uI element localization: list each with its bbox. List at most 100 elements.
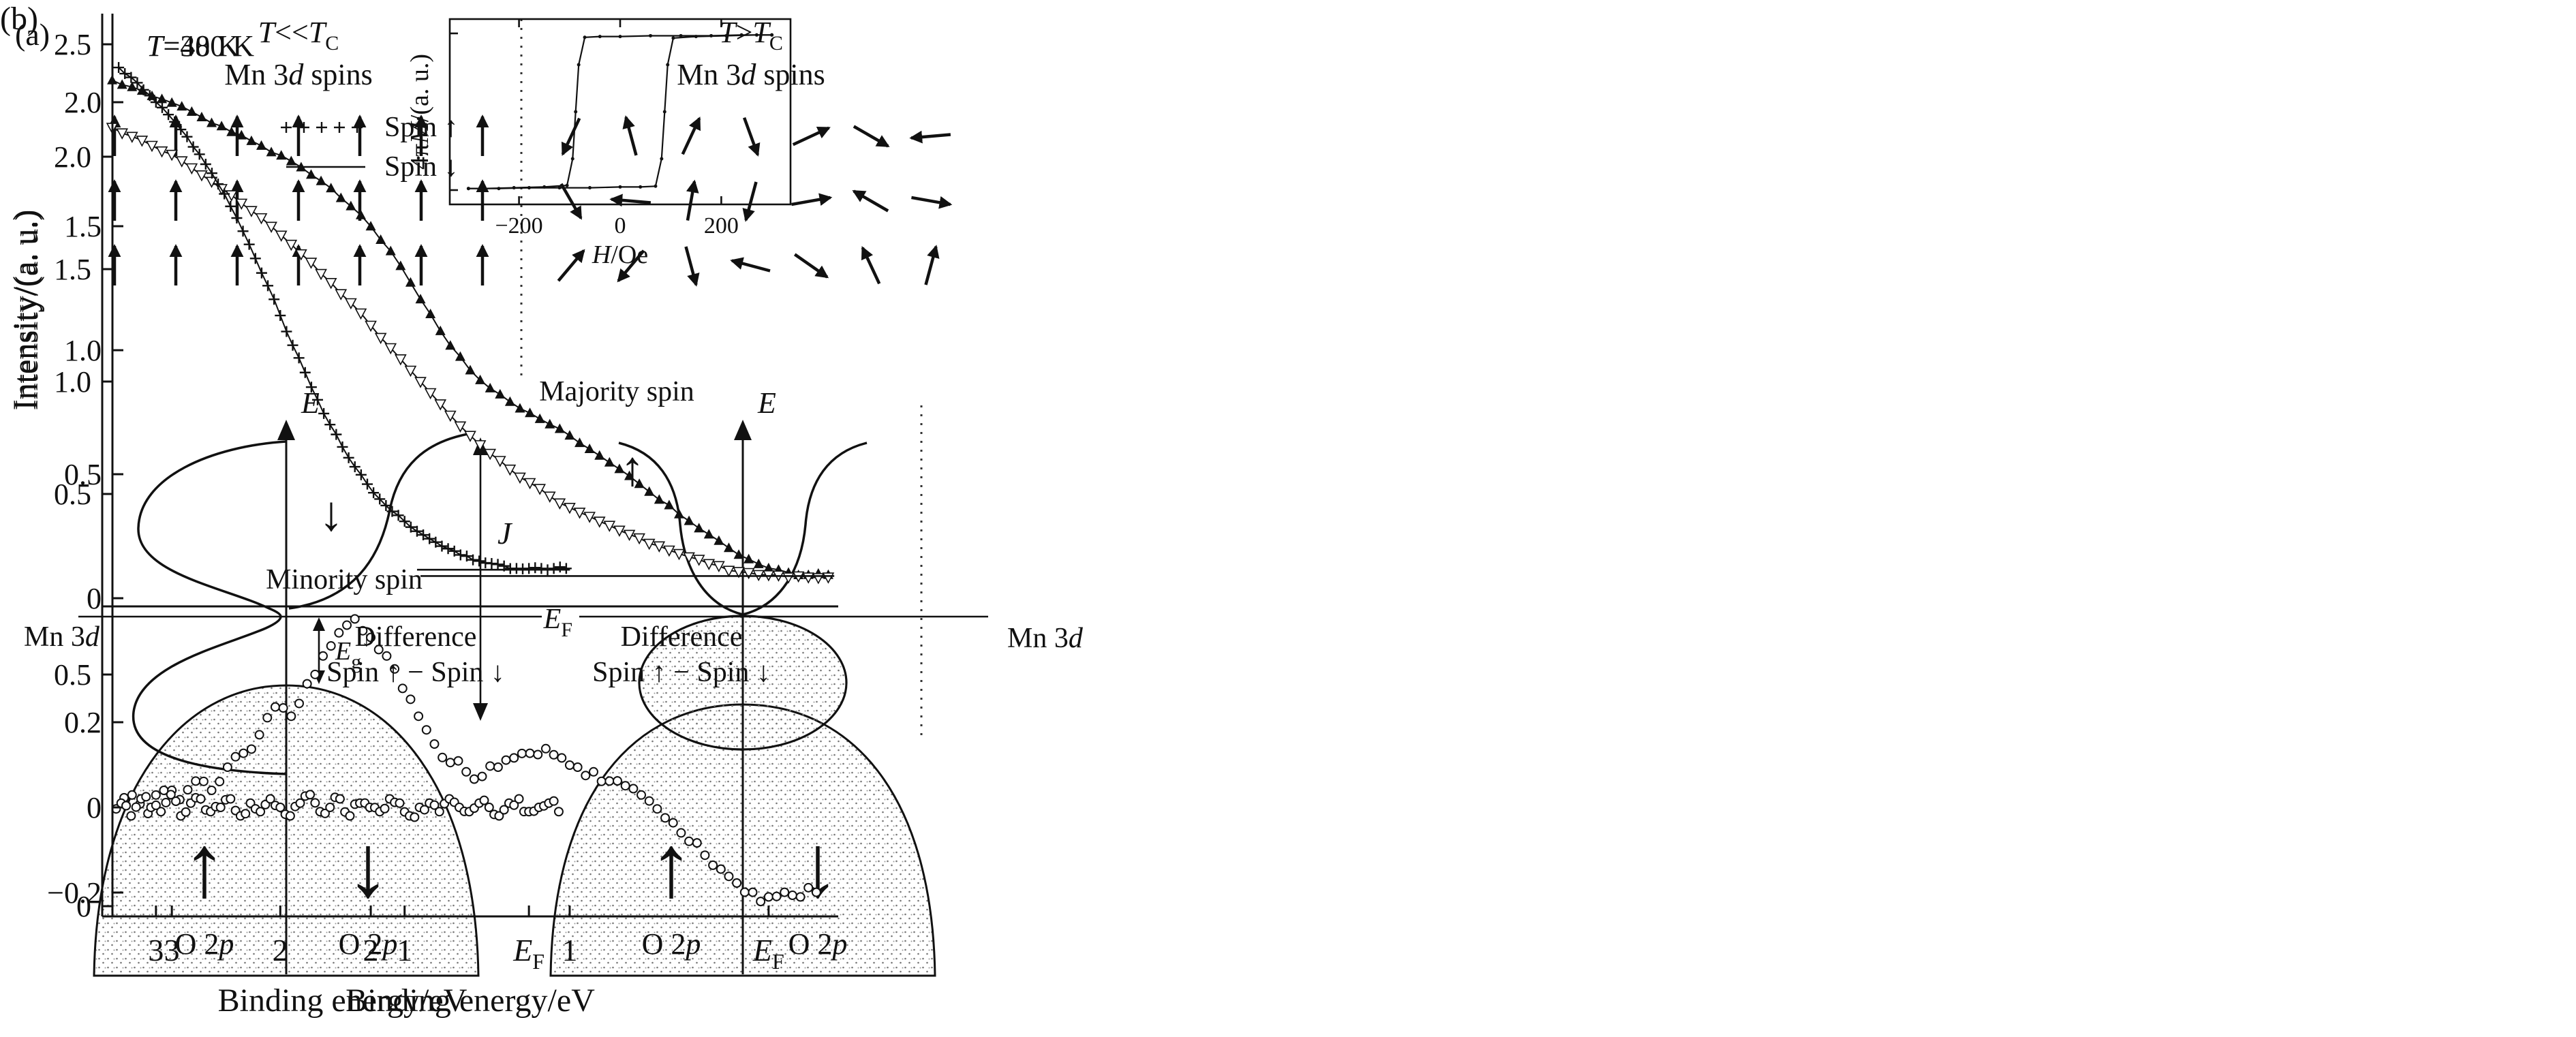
x-tick-label: 3 bbox=[148, 933, 164, 968]
mn3d-band-label-right: Mn 3d bbox=[1007, 623, 1084, 654]
panel-b-label: (b) bbox=[0, 1, 38, 37]
y-tick-label: 2.0 bbox=[64, 86, 102, 119]
spin-arrow bbox=[911, 196, 953, 209]
y-axis-title: Intensity/(a. u.) bbox=[7, 210, 43, 411]
y-tick-label: 2.0 bbox=[54, 140, 91, 174]
spin-lattice-disordered bbox=[557, 115, 953, 287]
x-tick-label: 3 bbox=[164, 933, 180, 968]
spin-arrow bbox=[609, 194, 651, 207]
inset-x-tick: 200 bbox=[704, 213, 739, 238]
inset-x-label: H/Oe bbox=[592, 241, 648, 269]
spin-up-arrow-glyph: ↑ bbox=[649, 818, 694, 916]
legend-label: Spin ↑ bbox=[384, 112, 459, 143]
energy-axis-label-right: E bbox=[757, 386, 776, 420]
hysteresis-inset: −200 0 200 H/Oe 4πM/(a. u.) bbox=[405, 18, 792, 269]
dos-left: E Mn 3d Eg↓ J ↑ ↓ O 2p O 2p bbox=[24, 386, 542, 977]
spin-arrow bbox=[742, 181, 758, 222]
inset-y-label: 4πM/(a. u.) bbox=[405, 54, 434, 170]
left-condition-title: T<<TC bbox=[258, 16, 339, 55]
panel-a-label: (a) bbox=[15, 17, 50, 52]
dos-right: E EF Mn 3d ↑ ↓ O 2p O 2p bbox=[543, 386, 1084, 977]
fermi-level-label: EF bbox=[543, 604, 572, 641]
spin-arrow bbox=[853, 125, 890, 148]
temperature-title: T=40 K bbox=[147, 29, 239, 63]
mn3d-band-label-left: Mn 3d bbox=[24, 621, 100, 653]
y-tick-label: 0.5 bbox=[54, 658, 91, 692]
spin-up-arrow-glyph: ↑ bbox=[183, 818, 227, 916]
o2p-label: O 2p bbox=[175, 927, 234, 961]
difference-scatter bbox=[116, 790, 564, 822]
y-tick-label: 0.5 bbox=[54, 478, 91, 511]
gap-arrowhead-top bbox=[313, 617, 325, 631]
spin-arrow bbox=[861, 246, 881, 285]
legend-label: Spin ↓ bbox=[384, 151, 459, 183]
spin-arrow bbox=[924, 245, 940, 285]
spin-down-arrow-glyph: ↓ bbox=[346, 818, 390, 916]
spin-arrow bbox=[852, 189, 889, 213]
energy-axis-arrowhead bbox=[277, 420, 295, 440]
x-tick-label-ef: EF bbox=[752, 933, 784, 974]
annotation-text: Majority spin bbox=[539, 376, 694, 407]
mn3d-dos-curve-left bbox=[132, 440, 287, 775]
spin-arrow bbox=[561, 117, 581, 156]
spin-arrow bbox=[559, 183, 583, 220]
spin-arrow bbox=[684, 246, 700, 287]
x-tick-label: 1 bbox=[397, 933, 412, 968]
y-tick-label: 1.0 bbox=[54, 365, 91, 399]
y-tick-label: −0.2 bbox=[47, 876, 102, 910]
o2p-label: O 2p bbox=[788, 927, 848, 961]
x-tick-label: 2 bbox=[273, 933, 288, 968]
mn3d-flare-left bbox=[618, 442, 743, 616]
J-arrowhead-bottom bbox=[473, 703, 488, 721]
y-tick-label: 1.0 bbox=[64, 334, 102, 367]
panel-a-diagram: (a) T<<TC Mn 3d spins T>TC Mn 3d spins E bbox=[15, 16, 1084, 977]
spin-arrow bbox=[792, 126, 831, 146]
right-condition-title: T>TC bbox=[719, 16, 783, 55]
y-tick-label: 2.5 bbox=[54, 28, 91, 61]
spin-arrow bbox=[909, 130, 951, 144]
x-tick-label: 1 bbox=[562, 933, 577, 968]
difference-label: Difference bbox=[355, 621, 477, 653]
inset-x-tick: 0 bbox=[615, 213, 626, 238]
legend: Spin ↑ Spin ↓ bbox=[281, 112, 459, 183]
y-tick-label: 0 bbox=[76, 890, 91, 923]
spin-arrow bbox=[622, 115, 638, 156]
energy-axis-label-left: E bbox=[301, 386, 320, 420]
inset-x-tick: −200 bbox=[495, 213, 543, 238]
y-tick-label: 0 bbox=[87, 791, 102, 824]
spin-arrow bbox=[557, 249, 585, 282]
spin-lattice-ordered bbox=[108, 114, 489, 285]
y-tick-label: 0 bbox=[87, 582, 102, 615]
mn3d-flare-right bbox=[742, 442, 868, 616]
annotation-arrow: ↓ bbox=[319, 486, 343, 541]
energy-axis-arrowhead bbox=[734, 420, 752, 440]
x-axis-title: Binding energy/eV bbox=[218, 982, 467, 1019]
annotation-text: Minority spin bbox=[266, 564, 423, 595]
difference-scatter bbox=[111, 614, 821, 907]
spin-arrow bbox=[686, 179, 699, 221]
x-axis-title: Binding energy/eV bbox=[346, 982, 595, 1019]
left-spins-title: Mn 3d spins bbox=[224, 58, 373, 91]
y-tick-label: 1.5 bbox=[54, 253, 91, 286]
difference-sublabel: Spin ↑ − Spin ↓ bbox=[326, 657, 505, 688]
spin-arrow bbox=[793, 253, 829, 279]
x-tick-label: 2 bbox=[363, 933, 379, 968]
y-tick-label: 0.2 bbox=[64, 706, 102, 739]
annotation-arrow: ↑ bbox=[620, 442, 645, 496]
series-plus bbox=[113, 62, 572, 576]
o2p-label: O 2p bbox=[339, 927, 398, 961]
series-triangle-filled bbox=[107, 74, 833, 579]
exchange-J-label: J bbox=[497, 516, 513, 551]
y-tick-label: 1.5 bbox=[64, 210, 102, 243]
x-tick-label-ef: EF bbox=[512, 933, 545, 974]
temperature-title: T=380 K bbox=[147, 29, 254, 63]
spin-arrow bbox=[791, 193, 833, 206]
spin-arrow bbox=[742, 117, 761, 157]
series-triangle-open bbox=[106, 123, 835, 585]
y-tick-label: 0.5 bbox=[64, 458, 102, 491]
difference-label: Difference bbox=[621, 621, 743, 653]
spin-arrow bbox=[730, 257, 771, 273]
spin-arrow bbox=[617, 249, 645, 283]
